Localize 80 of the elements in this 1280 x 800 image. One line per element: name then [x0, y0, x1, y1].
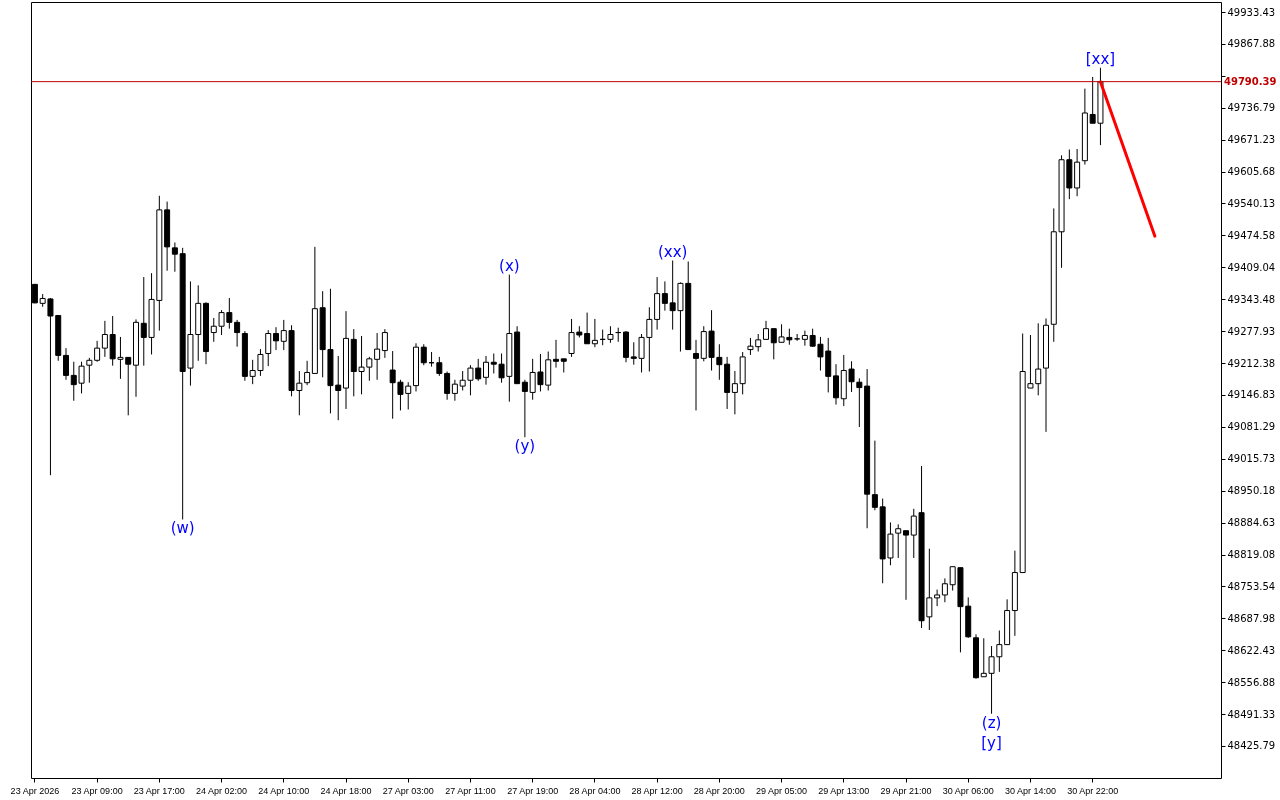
y-tick-label: 49212.38 — [1227, 357, 1276, 369]
x-tick-label: 29 Apr 21:00 — [880, 785, 932, 796]
y-tick-label: 49540.13 — [1227, 197, 1276, 209]
candlestick — [856, 377, 863, 428]
y-tick-label: 49015.73 — [1227, 453, 1276, 465]
x-tick-label: 29 Apr 13:00 — [818, 785, 870, 796]
annotation: (w) — [170, 519, 195, 538]
candlestick — [451, 379, 458, 402]
y-tick-label: 48950.18 — [1227, 485, 1276, 497]
candlestick — [63, 347, 69, 381]
candlestick — [265, 329, 272, 367]
x-tick-label: 28 Apr 04:00 — [569, 785, 621, 796]
candlestick — [420, 343, 427, 366]
y-tick-label: 49671.23 — [1227, 134, 1276, 146]
y-tick-label: 49867.88 — [1227, 38, 1276, 50]
candlestick — [553, 339, 559, 369]
x-tick-label: 28 Apr 20:00 — [693, 785, 745, 796]
y-tick-label: 49277.93 — [1227, 325, 1276, 337]
x-tick-label: 28 Apr 12:00 — [631, 785, 683, 796]
candlestick — [591, 318, 598, 348]
annotation: (z) — [981, 713, 1002, 732]
candlestick — [483, 355, 489, 386]
x-tick-label: 30 Apr 14:00 — [1004, 785, 1056, 796]
candlestick — [833, 363, 839, 406]
annotation: [y] — [981, 733, 1002, 752]
y-tick-label: 49343.48 — [1227, 293, 1276, 305]
candlestick — [941, 577, 948, 603]
y-tick-label: 49409.04 — [1227, 261, 1276, 273]
x-tick-label: 27 Apr 03:00 — [382, 785, 434, 796]
candlestick — [101, 320, 108, 358]
y-tick-label: 48819.08 — [1227, 549, 1276, 561]
y-tick-label: 49146.83 — [1227, 389, 1276, 401]
x-tick-label: 27 Apr 19:00 — [507, 785, 559, 796]
y-tick-label: 48687.98 — [1227, 612, 1276, 624]
candlestick — [381, 328, 388, 359]
candlestick — [934, 589, 941, 607]
y-tick-label: 49474.58 — [1227, 229, 1276, 241]
y-tick-label: 49081.29 — [1227, 421, 1276, 433]
x-tick-label: 23 Apr 09:00 — [71, 785, 123, 796]
y-tick-label: 48425.79 — [1227, 740, 1276, 752]
candlestick — [903, 530, 909, 601]
y-tick-label: 49736.79 — [1227, 102, 1276, 114]
y-tick-label: 48556.88 — [1227, 676, 1276, 688]
candlestick — [234, 319, 241, 348]
x-tick-label: 30 Apr 06:00 — [942, 785, 994, 796]
y-tick-label: 48884.63 — [1227, 517, 1276, 529]
candlestick — [731, 370, 738, 415]
candlestick — [584, 312, 591, 345]
candlestick — [693, 339, 699, 411]
candlestick — [521, 379, 528, 438]
x-tick-label: 23 Apr 17:00 — [133, 785, 185, 796]
candlestick — [794, 333, 801, 342]
candlestick — [801, 330, 808, 347]
y-tick-label: 48622.43 — [1227, 644, 1276, 656]
annotation: (xx) — [657, 242, 688, 261]
x-tick-label: 23 Apr 2026 — [10, 785, 60, 796]
y-tick-label: 49605.68 — [1227, 166, 1276, 178]
x-tick-label: 29 Apr 05:00 — [756, 785, 808, 796]
x-tick-label: 30 Apr 22:00 — [1067, 785, 1119, 796]
candlestick — [273, 326, 279, 351]
y-tick-label: 48753.54 — [1227, 580, 1276, 592]
candlestick — [374, 332, 381, 381]
candlestick — [94, 340, 101, 363]
candlestick — [171, 241, 178, 273]
y-tick-label: 48491.33 — [1227, 708, 1276, 720]
candlestick — [763, 320, 769, 340]
y-tick-label: 49933.43 — [1227, 6, 1276, 18]
candlestick — [304, 360, 311, 386]
annotation: (x) — [499, 256, 520, 275]
candlestick — [661, 280, 668, 312]
x-tick-label: 24 Apr 10:00 — [258, 785, 310, 796]
x-tick-label: 27 Apr 11:00 — [445, 785, 496, 796]
ref-line-label: 49790.39 — [1224, 75, 1277, 87]
x-tick-label: 24 Apr 18:00 — [320, 785, 372, 796]
candlestick — [444, 371, 451, 401]
candlestick — [436, 356, 443, 377]
annotation: [xx] — [1085, 49, 1116, 68]
x-tick-label: 24 Apr 02:00 — [196, 785, 248, 796]
annotation: (y) — [514, 437, 536, 456]
candlestick — [871, 440, 878, 511]
